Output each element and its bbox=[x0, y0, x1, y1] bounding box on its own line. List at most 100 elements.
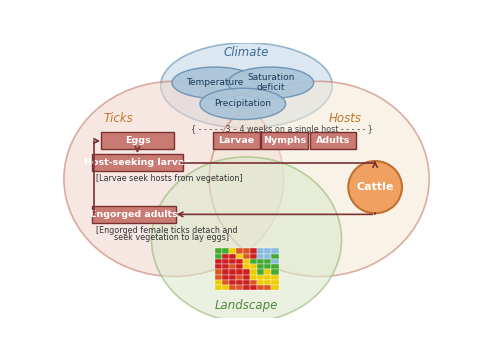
Text: Saturation
deficit: Saturation deficit bbox=[247, 73, 294, 92]
FancyBboxPatch shape bbox=[261, 132, 307, 150]
Bar bbox=[257, 269, 264, 275]
Bar bbox=[257, 275, 264, 280]
Ellipse shape bbox=[151, 157, 341, 322]
Bar bbox=[264, 280, 271, 285]
Bar bbox=[264, 269, 271, 275]
Bar bbox=[236, 275, 243, 280]
Ellipse shape bbox=[209, 81, 428, 276]
Bar bbox=[215, 254, 221, 259]
Bar bbox=[243, 280, 250, 285]
Bar bbox=[257, 264, 264, 269]
Bar bbox=[215, 285, 221, 290]
Bar bbox=[271, 285, 278, 290]
Bar bbox=[271, 254, 278, 259]
Bar bbox=[271, 264, 278, 269]
Bar bbox=[250, 248, 257, 254]
Text: Landscape: Landscape bbox=[215, 299, 277, 312]
Bar bbox=[271, 280, 278, 285]
Bar bbox=[243, 264, 250, 269]
Bar bbox=[221, 280, 228, 285]
Ellipse shape bbox=[172, 67, 257, 99]
Text: [Larvae seek hosts from vegetation]: [Larvae seek hosts from vegetation] bbox=[96, 174, 241, 182]
Bar bbox=[243, 254, 250, 259]
Bar bbox=[264, 248, 271, 254]
Bar bbox=[250, 285, 257, 290]
FancyBboxPatch shape bbox=[213, 132, 259, 150]
Bar bbox=[257, 285, 264, 290]
Bar bbox=[250, 269, 257, 275]
Bar bbox=[250, 264, 257, 269]
Ellipse shape bbox=[348, 161, 401, 213]
Text: Larvae: Larvae bbox=[218, 136, 254, 145]
Ellipse shape bbox=[200, 88, 285, 120]
Bar bbox=[215, 275, 221, 280]
Bar bbox=[243, 248, 250, 254]
Bar bbox=[236, 280, 243, 285]
Bar bbox=[221, 259, 228, 264]
Text: Eggs: Eggs bbox=[124, 136, 150, 145]
Bar bbox=[215, 248, 221, 254]
Text: Climate: Climate bbox=[223, 46, 269, 59]
Bar bbox=[271, 259, 278, 264]
Bar bbox=[215, 264, 221, 269]
Bar bbox=[243, 269, 250, 275]
Bar bbox=[271, 269, 278, 275]
Bar bbox=[264, 275, 271, 280]
Text: Cattle: Cattle bbox=[356, 182, 393, 192]
Bar bbox=[257, 280, 264, 285]
Bar bbox=[221, 275, 228, 280]
Bar bbox=[264, 259, 271, 264]
Ellipse shape bbox=[228, 67, 313, 99]
Text: { - - - - - 3 – 4 weeks on a single host - - - - - }: { - - - - - 3 – 4 weeks on a single host… bbox=[191, 125, 372, 134]
Bar bbox=[215, 280, 221, 285]
Bar bbox=[228, 264, 236, 269]
Bar bbox=[250, 254, 257, 259]
Text: Ticks: Ticks bbox=[103, 112, 132, 125]
Bar bbox=[264, 264, 271, 269]
Bar bbox=[228, 280, 236, 285]
Text: Nymphs: Nymphs bbox=[263, 136, 306, 145]
Bar bbox=[257, 248, 264, 254]
Bar bbox=[236, 259, 243, 264]
FancyBboxPatch shape bbox=[309, 132, 356, 150]
Bar bbox=[236, 264, 243, 269]
Bar bbox=[236, 248, 243, 254]
Bar bbox=[228, 254, 236, 259]
Bar bbox=[236, 269, 243, 275]
Bar bbox=[271, 248, 278, 254]
Bar bbox=[264, 254, 271, 259]
Bar bbox=[221, 285, 228, 290]
Bar bbox=[228, 259, 236, 264]
Text: Temperature: Temperature bbox=[186, 78, 243, 87]
FancyBboxPatch shape bbox=[101, 132, 173, 150]
Bar bbox=[221, 254, 228, 259]
Bar bbox=[250, 275, 257, 280]
Bar bbox=[264, 285, 271, 290]
FancyBboxPatch shape bbox=[92, 154, 183, 171]
Bar bbox=[243, 285, 250, 290]
Text: Host-seeking larvae: Host-seeking larvae bbox=[84, 158, 191, 167]
Bar bbox=[215, 269, 221, 275]
Bar bbox=[221, 248, 228, 254]
Text: Adults: Adults bbox=[315, 136, 349, 145]
Bar bbox=[236, 285, 243, 290]
Bar bbox=[228, 275, 236, 280]
Text: Hosts: Hosts bbox=[328, 112, 361, 125]
Bar bbox=[257, 259, 264, 264]
Text: [Engorged female ticks detach and: [Engorged female ticks detach and bbox=[96, 226, 237, 235]
Bar bbox=[228, 248, 236, 254]
FancyBboxPatch shape bbox=[92, 206, 175, 223]
Text: Precipitation: Precipitation bbox=[214, 99, 271, 109]
Bar bbox=[228, 269, 236, 275]
Bar bbox=[243, 275, 250, 280]
Bar bbox=[215, 259, 221, 264]
Bar bbox=[236, 254, 243, 259]
Bar bbox=[271, 275, 278, 280]
Bar bbox=[221, 269, 228, 275]
Text: seek vegetation to lay eggs]: seek vegetation to lay eggs] bbox=[114, 233, 228, 242]
Text: Engorged adults: Engorged adults bbox=[90, 210, 177, 219]
Bar bbox=[228, 285, 236, 290]
Ellipse shape bbox=[64, 81, 283, 276]
Ellipse shape bbox=[160, 43, 332, 128]
Bar bbox=[250, 280, 257, 285]
